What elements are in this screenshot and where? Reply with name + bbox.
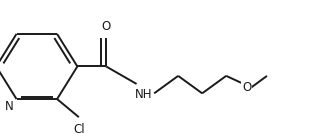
Text: O: O [242, 81, 251, 94]
Text: N: N [5, 100, 14, 113]
Text: O: O [101, 20, 111, 33]
Text: NH: NH [135, 88, 152, 101]
Text: Cl: Cl [73, 123, 85, 136]
